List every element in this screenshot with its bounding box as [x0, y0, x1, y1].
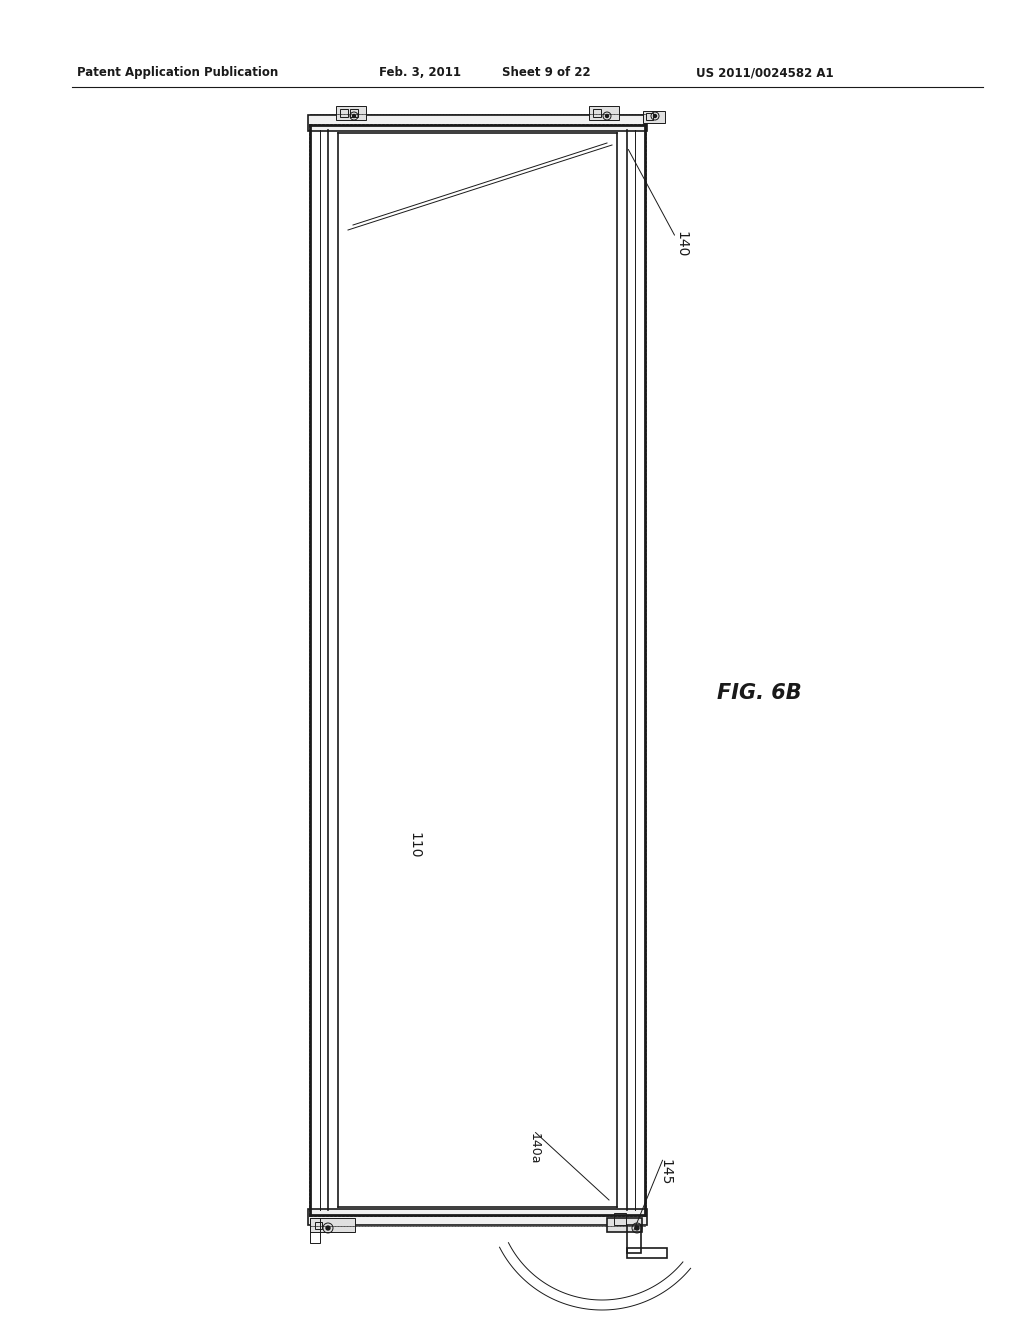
Text: Patent Application Publication: Patent Application Publication — [77, 66, 279, 79]
Bar — [350, 110, 358, 117]
Bar — [340, 110, 348, 117]
Circle shape — [352, 115, 355, 117]
Bar — [614, 1213, 626, 1225]
Text: Sheet 9 of 22: Sheet 9 of 22 — [502, 66, 591, 79]
Bar — [336, 106, 366, 120]
Bar — [310, 1218, 319, 1243]
Text: 145: 145 — [658, 1159, 673, 1185]
Bar — [308, 1209, 647, 1225]
Text: 140: 140 — [674, 231, 688, 257]
Bar — [310, 1218, 355, 1232]
Bar — [589, 106, 618, 120]
Circle shape — [653, 115, 656, 117]
Bar — [627, 1247, 667, 1258]
Bar — [627, 1225, 641, 1253]
Bar — [643, 111, 665, 123]
Bar — [315, 1222, 322, 1229]
Circle shape — [605, 115, 608, 117]
Bar — [646, 114, 653, 120]
Bar — [607, 1218, 642, 1232]
Text: 110: 110 — [408, 832, 422, 858]
Bar — [593, 110, 601, 117]
Text: 140a: 140a — [527, 1133, 541, 1164]
Text: FIG. 6B: FIG. 6B — [717, 682, 802, 704]
Circle shape — [635, 1226, 639, 1230]
Text: US 2011/0024582 A1: US 2011/0024582 A1 — [696, 66, 834, 79]
Bar — [308, 115, 647, 131]
Circle shape — [326, 1226, 330, 1230]
Text: Feb. 3, 2011: Feb. 3, 2011 — [379, 66, 461, 79]
